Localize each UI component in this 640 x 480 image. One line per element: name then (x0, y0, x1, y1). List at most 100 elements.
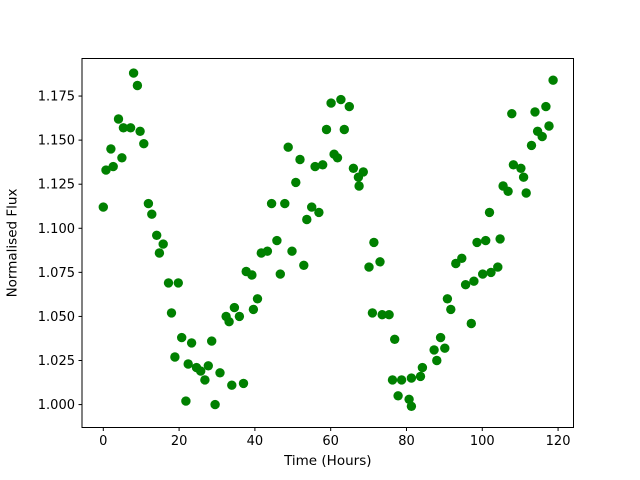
data-point (537, 131, 547, 142)
data-point (229, 302, 240, 313)
data-point (358, 167, 368, 177)
data-point (280, 198, 290, 209)
data-point (158, 239, 168, 249)
data-point (321, 124, 332, 135)
x-tick-label: 0 (99, 434, 107, 449)
data-point (326, 98, 336, 108)
data-point (435, 332, 446, 343)
data-point (518, 172, 529, 182)
data-point (336, 94, 346, 105)
data-point (495, 234, 505, 244)
data-point (541, 101, 551, 112)
data-point (152, 230, 162, 240)
data-point (143, 198, 154, 209)
data-point (234, 311, 245, 322)
data-point (106, 144, 116, 154)
data-point (113, 114, 124, 124)
data-point (299, 260, 309, 270)
data-point (227, 380, 237, 390)
data-point (548, 75, 558, 85)
data-point (469, 276, 479, 286)
data-point (203, 361, 213, 371)
x-tick-label: 40 (247, 434, 264, 449)
data-point (154, 248, 165, 258)
data-point (417, 362, 428, 373)
x-tick-label: 80 (398, 434, 415, 449)
data-point (132, 80, 143, 91)
data-point (291, 177, 301, 188)
data-point (432, 355, 442, 366)
data-point (472, 237, 482, 248)
data-point (295, 154, 305, 165)
data-point (481, 235, 491, 246)
data-point (275, 269, 285, 279)
y-tick-label: 1.000 (38, 398, 75, 413)
data-point (128, 68, 139, 78)
data-point (307, 202, 317, 212)
data-point (287, 246, 297, 256)
y-axis-tick-labels: 1.000 1.025 1.050 1.075 1.100 1.125 1.150 1.175 (38, 90, 75, 414)
x-axis-tick-labels: 0 20 40 60 80 100 120 (99, 434, 570, 449)
data-point (98, 202, 109, 212)
data-point (339, 124, 349, 135)
data-point (457, 253, 467, 263)
data-point (387, 375, 398, 385)
y-tick-label: 1.175 (38, 90, 75, 105)
scatter-points (98, 68, 558, 411)
data-point (516, 163, 526, 173)
data-point (367, 308, 378, 318)
data-point (406, 373, 417, 383)
data-point (177, 332, 187, 343)
data-point (135, 126, 145, 136)
data-point (354, 181, 364, 191)
data-point (393, 391, 403, 401)
x-tick-label: 120 (546, 434, 571, 449)
data-point (252, 294, 263, 304)
data-point (484, 207, 495, 218)
data-point (215, 368, 225, 378)
data-point (332, 153, 343, 163)
data-point (183, 359, 193, 369)
data-point (196, 366, 206, 376)
data-point (101, 165, 111, 175)
data-point (207, 336, 217, 346)
data-point (166, 308, 177, 318)
data-point (478, 269, 488, 279)
data-point (314, 207, 324, 218)
data-point (508, 160, 519, 170)
data-point (390, 334, 400, 344)
data-point (442, 294, 453, 304)
y-axis-ticks (78, 95, 82, 406)
data-point (396, 375, 407, 385)
x-axis-label: Time (Hours) (283, 453, 371, 469)
data-point (224, 317, 234, 327)
y-tick-label: 1.100 (38, 222, 75, 237)
data-point (125, 123, 136, 133)
x-axis-ticks (102, 427, 559, 431)
x-tick-label: 100 (470, 434, 495, 449)
data-point (486, 267, 496, 278)
data-point (238, 378, 249, 389)
data-point (384, 310, 394, 320)
y-tick-label: 1.075 (38, 266, 75, 281)
data-point (344, 101, 354, 112)
data-point (375, 257, 385, 267)
y-tick-label: 1.025 (38, 354, 75, 369)
data-point (369, 237, 379, 248)
data-point (147, 209, 157, 219)
data-point (186, 338, 197, 348)
data-point (262, 246, 273, 256)
data-point (108, 161, 118, 172)
data-point (429, 345, 439, 355)
data-point (117, 153, 127, 163)
data-point (247, 270, 257, 280)
y-tick-label: 1.150 (38, 134, 75, 149)
y-tick-label: 1.125 (38, 178, 75, 193)
data-point (170, 352, 180, 362)
data-point (415, 371, 426, 382)
data-point (503, 186, 513, 196)
data-point (493, 262, 503, 272)
data-point (507, 109, 517, 119)
data-point (318, 160, 328, 170)
